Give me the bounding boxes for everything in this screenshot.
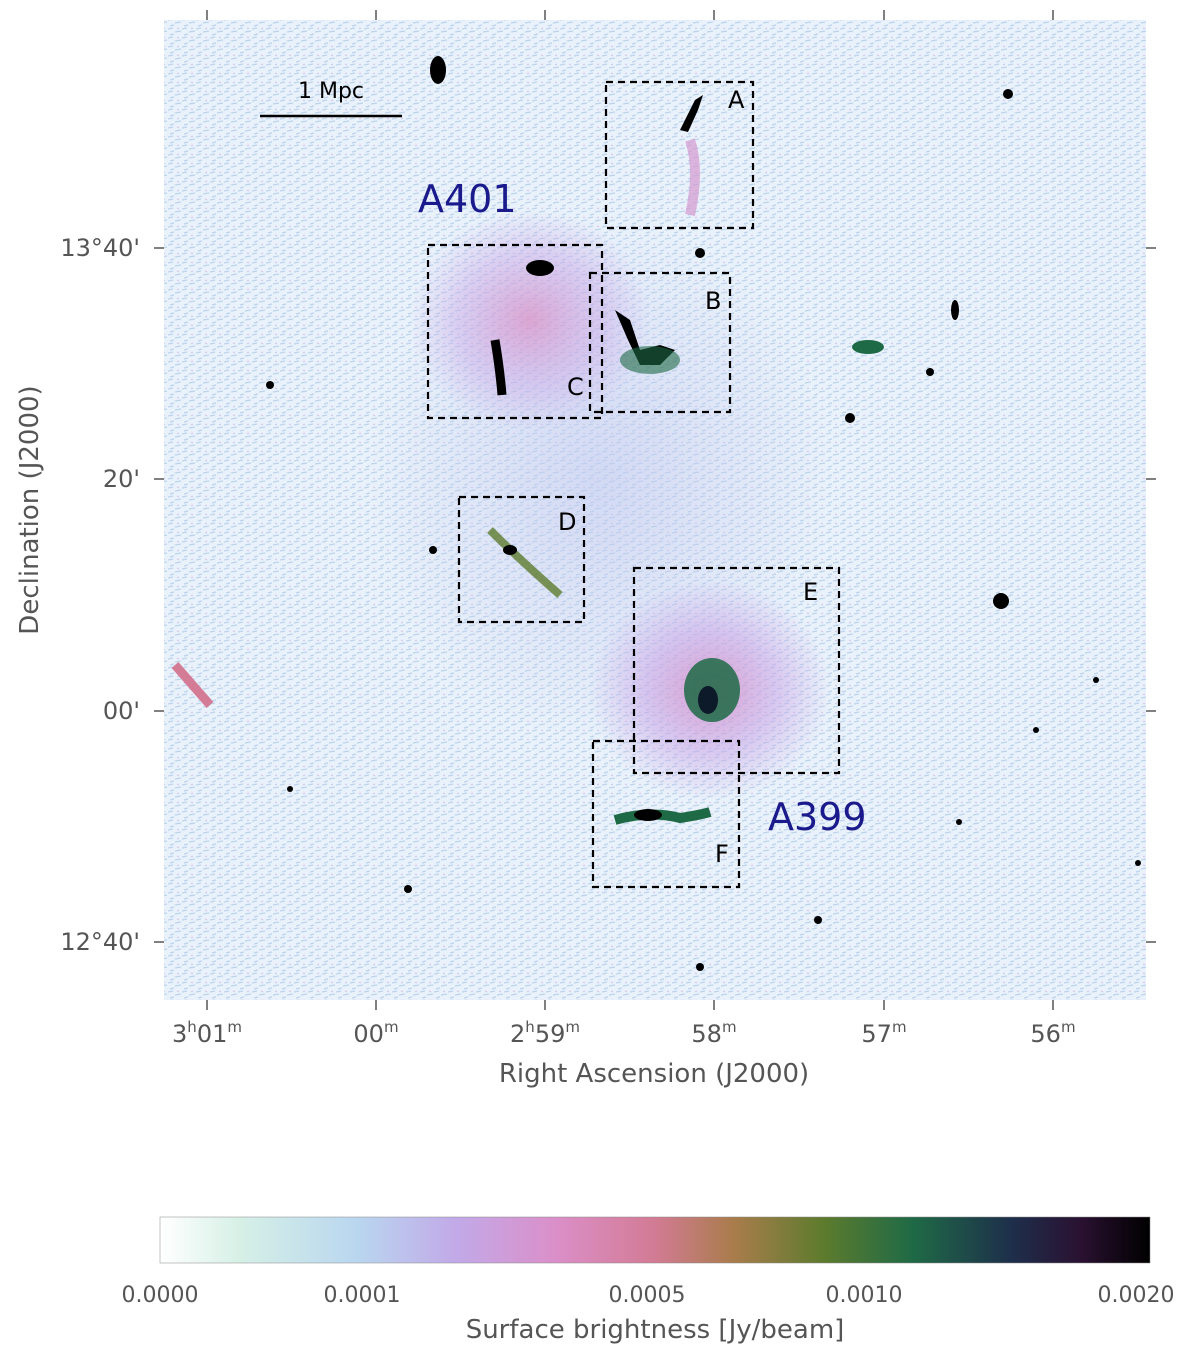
- region-box-f: [591, 739, 741, 889]
- region-box-c: [426, 243, 604, 420]
- source-b-lobe: [620, 346, 680, 374]
- colorbar-tick-label: 0.0001: [324, 1283, 401, 1308]
- x-tick-label: 2h59m: [510, 1018, 580, 1048]
- y-tick-label: 00': [103, 697, 140, 725]
- a399-bcg: [698, 686, 718, 714]
- x-tick-label: 3h01m: [172, 1018, 242, 1048]
- region-label-f: F: [715, 840, 729, 868]
- x-tick-label: 57m: [861, 1018, 906, 1048]
- cluster-label-a401: A401: [418, 177, 517, 221]
- source-a-tail: [685, 138, 700, 217]
- scale-bar-label: 1 Mpc: [298, 79, 364, 104]
- source-f-core: [634, 809, 662, 821]
- cluster-label-a399: A399: [768, 795, 867, 839]
- point-source: [696, 963, 704, 971]
- point-source: [171, 662, 214, 708]
- source-f-emission: [613, 807, 712, 825]
- source-d-core: [503, 545, 517, 555]
- y-tick-label: 12°40': [60, 928, 140, 956]
- region-box-e: [632, 566, 841, 775]
- point-source: [852, 340, 884, 354]
- axis-ticks: [154, 10, 1156, 1010]
- point-source: [404, 885, 412, 893]
- point-source: [695, 248, 705, 258]
- region-label-d: D: [558, 508, 576, 536]
- colorbar-tick-label: 0.0010: [826, 1283, 903, 1308]
- source-d-tail: [487, 527, 563, 599]
- x-tick-label: 00m: [353, 1018, 398, 1048]
- point-source: [287, 786, 293, 792]
- region-label-c: C: [567, 373, 584, 401]
- region-box-a: [604, 80, 755, 230]
- x-axis-title: Right Ascension (J2000): [499, 1059, 809, 1089]
- x-tick-label: 56m: [1030, 1018, 1075, 1048]
- point-source: [1135, 860, 1141, 866]
- point-source: [429, 546, 437, 554]
- region-box-b: [588, 271, 732, 414]
- region-box-d: [457, 495, 586, 624]
- region-label-a: A: [728, 86, 745, 114]
- point-source: [1033, 727, 1039, 733]
- point-source: [845, 413, 855, 423]
- colorbar-title: Surface brightness [Jy/beam]: [466, 1315, 845, 1345]
- point-source: [1093, 677, 1099, 683]
- point-source: [926, 368, 934, 376]
- region-label-e: E: [803, 578, 818, 606]
- region-label-b: B: [705, 287, 721, 315]
- y-axis-title: Declination (J2000): [15, 385, 45, 634]
- point-source: [956, 819, 962, 825]
- source-a-head: [680, 95, 703, 132]
- point-source: [993, 593, 1009, 609]
- point-source: [951, 300, 959, 320]
- point-source: [1003, 89, 1013, 99]
- sky-image: A B C D E F A401 A399 1 Mpc: [164, 20, 1146, 1000]
- point-source: [430, 56, 446, 84]
- colorbar-tick-label: 0.0005: [609, 1283, 686, 1308]
- a401-bcg: [526, 260, 554, 276]
- y-tick-label: 20': [103, 465, 140, 493]
- colorbar: [159, 1216, 1151, 1264]
- point-source: [266, 381, 274, 389]
- source-c-jet: [490, 339, 507, 396]
- a401-halo: [410, 210, 650, 430]
- point-source: [814, 916, 822, 924]
- y-tick-label: 13°40': [60, 234, 140, 262]
- colorbar-tick-label: 0.0000: [122, 1283, 199, 1308]
- colorbar-tick-label: 0.0020: [1098, 1283, 1175, 1308]
- x-tick-label: 58m: [691, 1018, 736, 1048]
